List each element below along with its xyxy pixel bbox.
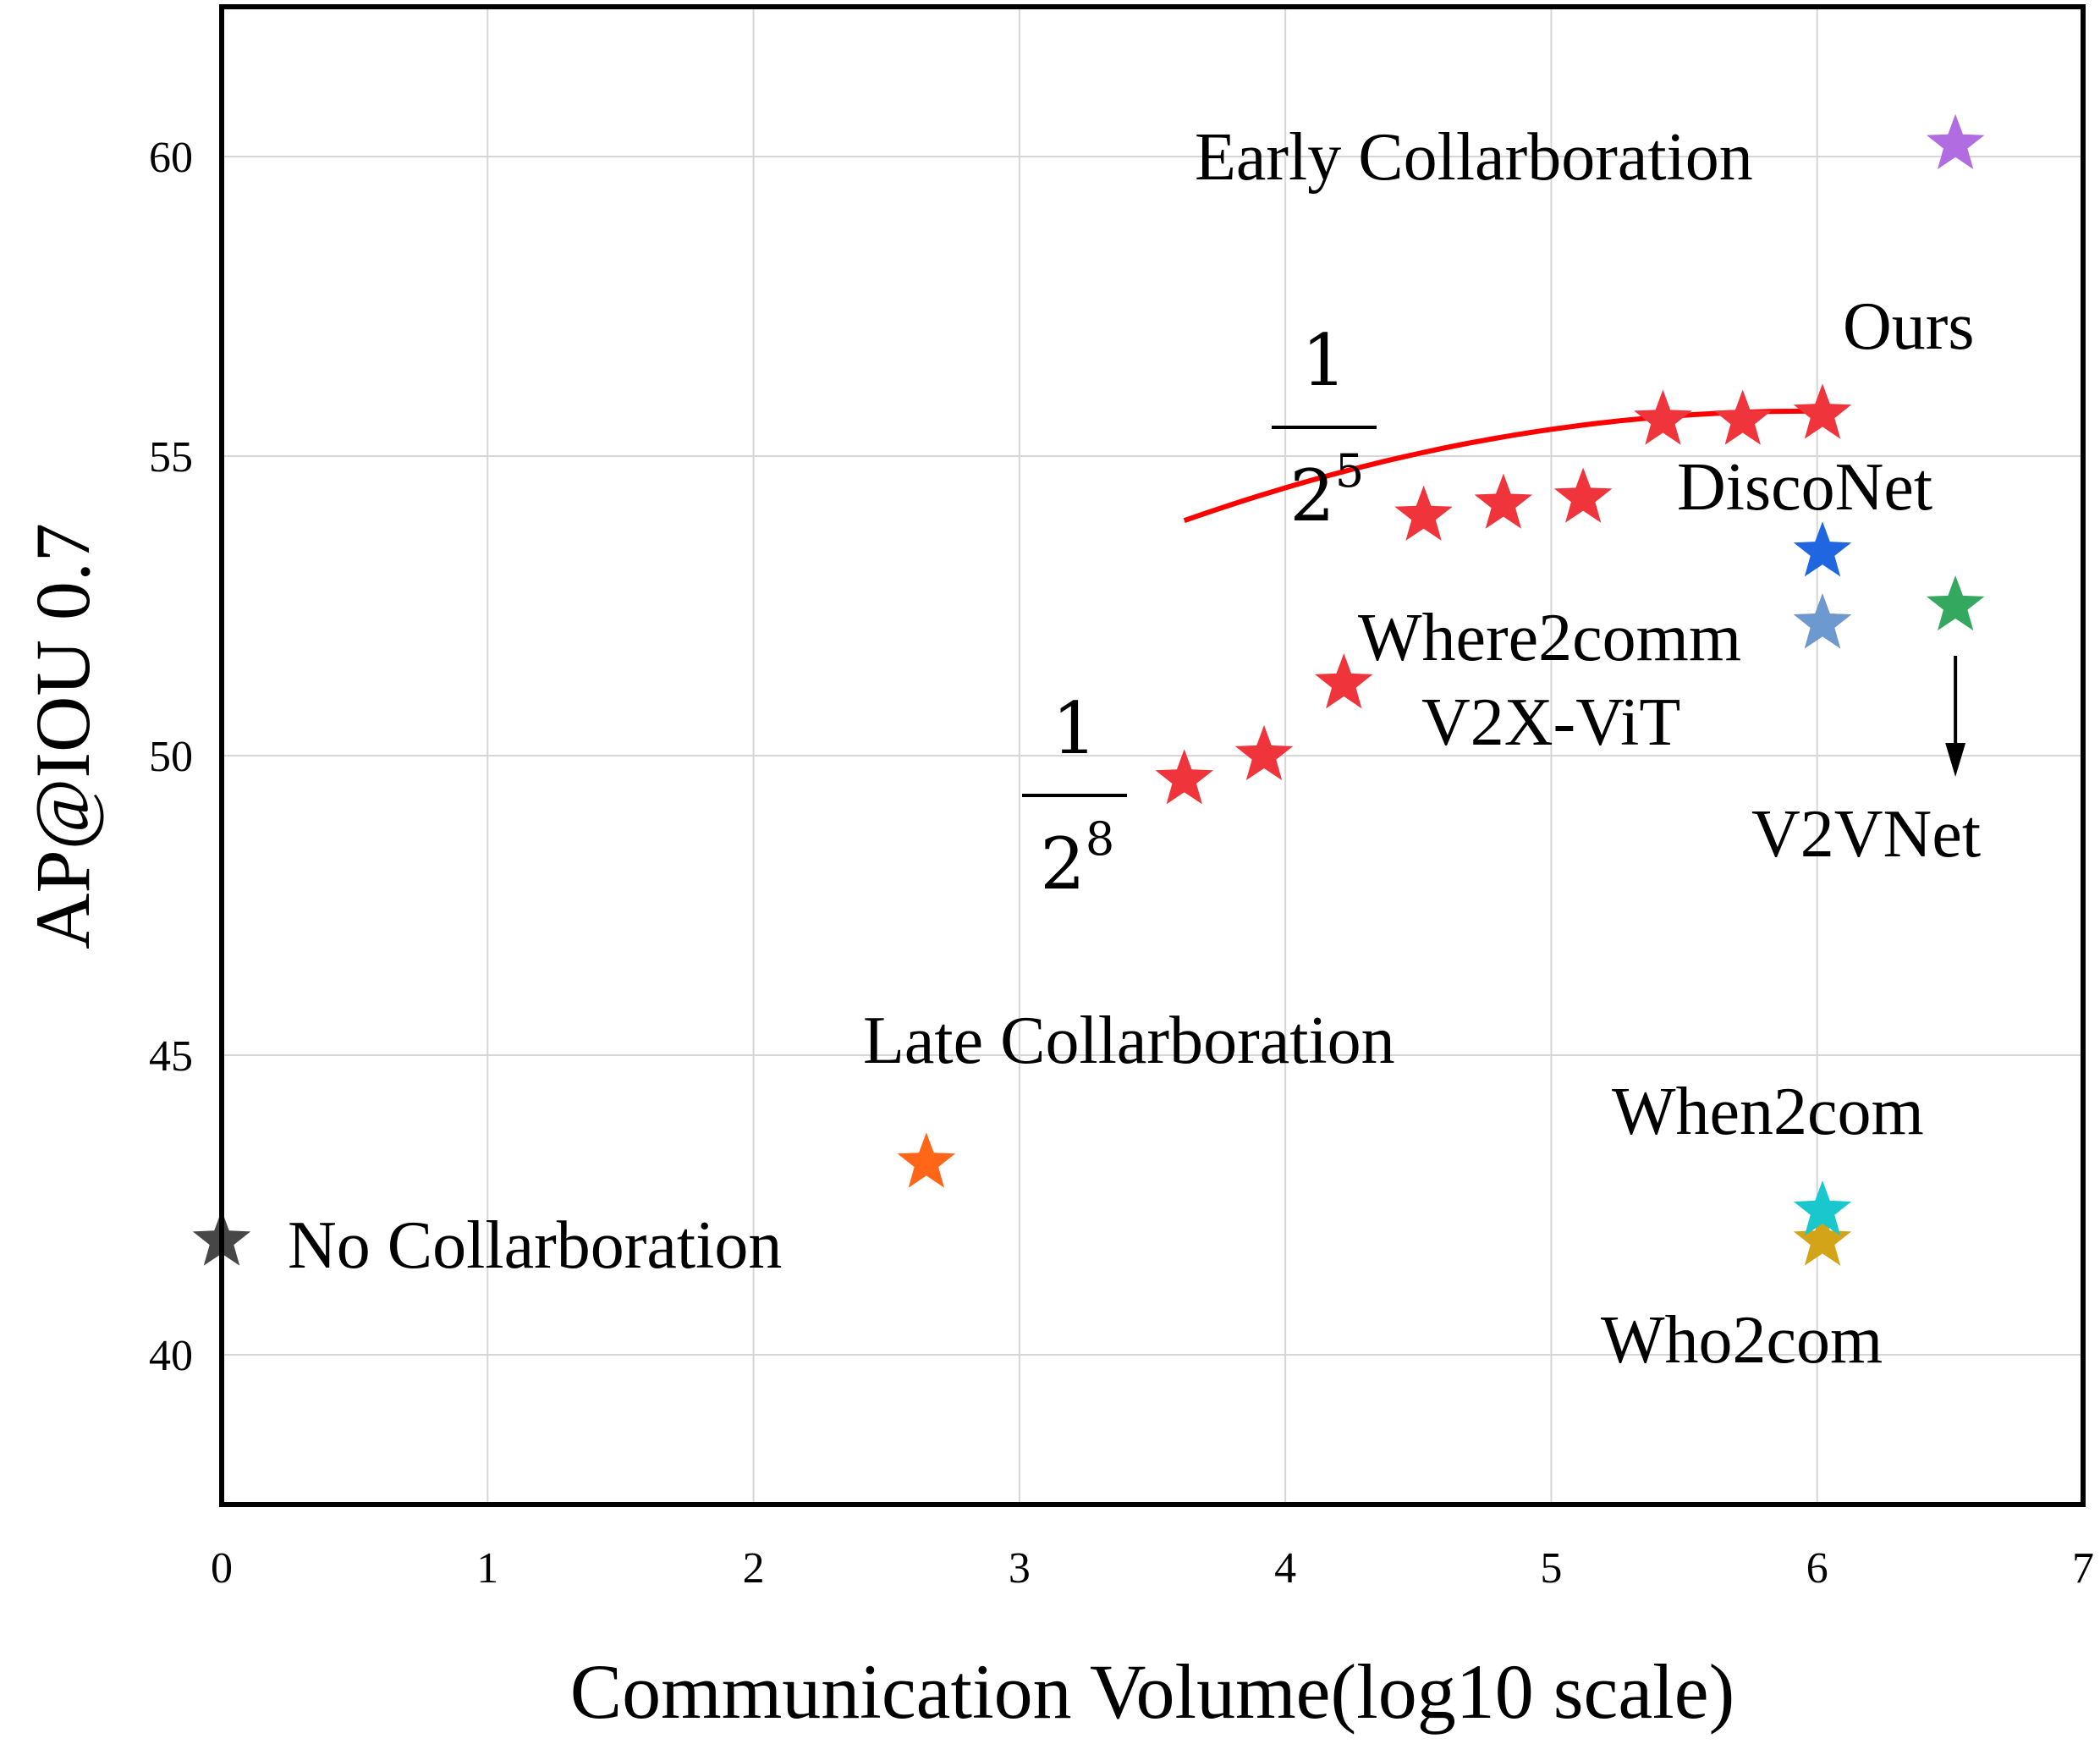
star-point-ours xyxy=(1234,725,1294,781)
fraction-exponent: 8 xyxy=(1086,812,1114,866)
y-tick-label: 60 xyxy=(149,134,193,182)
trend-curve-layer xyxy=(1183,408,1822,524)
fraction-numerator: 1 xyxy=(1052,687,1097,770)
star-point-ours xyxy=(1713,389,1772,445)
star-point-late-collarboration xyxy=(897,1132,956,1188)
x-tick-label: 7 xyxy=(2072,1544,2094,1593)
star-point-disconet xyxy=(1793,521,1852,577)
fraction-base: 2 xyxy=(1040,822,1085,905)
x-tick-label: 5 xyxy=(1540,1544,1562,1593)
star-point-ours xyxy=(1793,383,1852,439)
annotations: Early Collarboration Ours DiscoNet Where2co… xyxy=(288,120,1981,1378)
star-point-ours xyxy=(1553,467,1613,523)
fraction-labels: 12 512 8 xyxy=(1022,319,1377,905)
trend-curve xyxy=(1183,408,1822,524)
annotation-v2xvit: V2X-ViT xyxy=(1421,685,1680,760)
plot-frame xyxy=(219,4,2086,1507)
annotation-v2vnet: V2VNet xyxy=(1751,797,1981,872)
fraction-exponent: 5 xyxy=(1335,444,1364,498)
x-tick-label: 6 xyxy=(1806,1544,1828,1593)
annotation-where2comm: Where2comm xyxy=(1358,601,1741,675)
y-tick-label: 50 xyxy=(149,733,193,781)
x-axis-title: Communication Volume(log10 scale) xyxy=(570,1648,1734,1735)
annotation-when2com: When2com xyxy=(1612,1075,1924,1149)
x-tick-label: 3 xyxy=(1009,1544,1031,1593)
x-tick-label: 1 xyxy=(476,1544,498,1593)
annotation-who2com: Who2com xyxy=(1601,1303,1883,1378)
fraction-ratio-high: 1 2 5 xyxy=(1272,319,1377,537)
v2vnet-arrow-head xyxy=(1945,743,1966,777)
annotation-nocollab: No Collarboration xyxy=(288,1208,782,1283)
x-tick-label: 4 xyxy=(1274,1544,1296,1593)
y-tick-label: 55 xyxy=(149,433,193,481)
grid xyxy=(222,7,2083,1505)
star-point-ours xyxy=(1155,749,1213,805)
annotation-late: Late Collarboration xyxy=(863,1004,1395,1078)
star-point-when2com xyxy=(1793,1180,1852,1236)
x-tick-label: 2 xyxy=(743,1544,765,1593)
star-point-v2vnet xyxy=(1926,575,1985,631)
fraction-base: 2 xyxy=(1289,454,1334,537)
y-axis-title: AP@IOU 0.7 xyxy=(19,523,106,949)
annotation-ours: Ours xyxy=(1843,289,1975,364)
star-point-ours xyxy=(1315,653,1373,709)
star-point-early-collarboration xyxy=(1926,113,1985,169)
annotation-early: Early Collarboration xyxy=(1195,120,1753,195)
fraction-numerator: 1 xyxy=(1301,319,1346,402)
annotation-disconet: DiscoNet xyxy=(1677,450,1932,525)
y-tick-label: 45 xyxy=(149,1032,193,1081)
x-tick-label: 0 xyxy=(211,1544,233,1593)
v2vnet-arrow-layer xyxy=(1945,656,1966,777)
star-point-ours xyxy=(1394,485,1453,541)
star-point-ours xyxy=(1634,389,1692,445)
star-point-where2comm xyxy=(1793,593,1852,649)
y-tick-label: 40 xyxy=(149,1332,193,1380)
star-point-ours xyxy=(1474,473,1533,529)
fraction-ratio-low: 1 2 8 xyxy=(1022,687,1127,905)
star-point-who2com xyxy=(1793,1210,1852,1266)
